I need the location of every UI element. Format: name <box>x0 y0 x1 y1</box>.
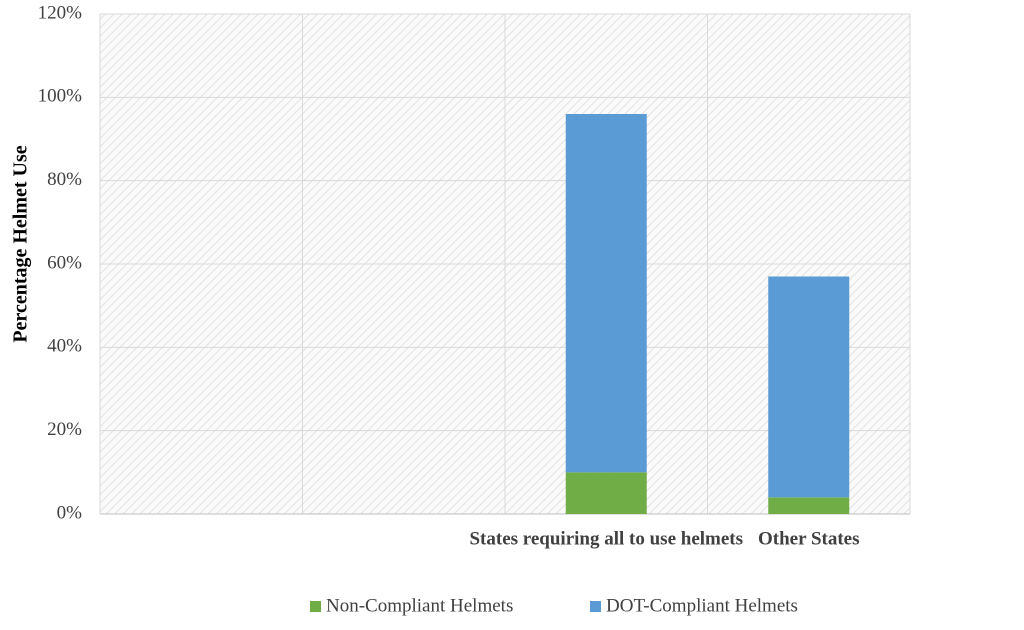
bar-segment <box>768 276 850 498</box>
bar-segment <box>565 114 647 473</box>
bar-segment <box>565 472 647 514</box>
x-tick-label: States requiring all to use helmets <box>469 528 743 549</box>
legend-swatch <box>310 601 321 612</box>
y-tick-label: 20% <box>47 419 82 440</box>
y-axis-title: Percentage Helmet Use <box>10 145 32 342</box>
y-tick-label: 120% <box>38 2 83 23</box>
legend-label: DOT-Compliant Helmets <box>606 595 798 616</box>
legend-swatch <box>590 601 601 612</box>
y-tick-label: 60% <box>47 252 82 273</box>
y-tick-label: 80% <box>47 169 82 190</box>
x-tick-label: Other States <box>758 528 860 549</box>
y-tick-label: 100% <box>38 86 83 107</box>
y-tick-label: 0% <box>57 502 83 523</box>
legend-label: Non-Compliant Helmets <box>326 595 513 616</box>
bar-segment <box>768 497 850 514</box>
y-tick-label: 40% <box>47 336 82 357</box>
